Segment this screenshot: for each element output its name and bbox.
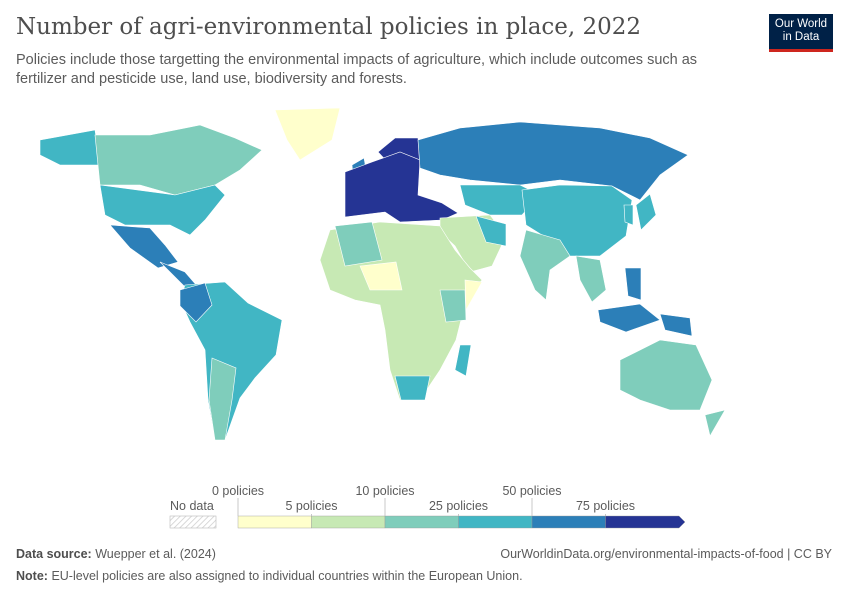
note: Note: EU-level policies are also assigne… (16, 569, 523, 583)
chart-subtitle: Policies include those targetting the en… (16, 52, 698, 87)
region-southern-cone[interactable] (208, 357, 237, 441)
region-se-asia[interactable] (575, 255, 607, 303)
region-central-asia[interactable] (459, 184, 541, 216)
legend-bin-0[interactable] (237, 515, 312, 529)
source-url[interactable]: OurWorldinData.org/environmental-impacts… (500, 547, 832, 561)
legend-threshold-label: 25 policies (429, 499, 488, 513)
legend-threshold-label: 5 policies (285, 499, 337, 513)
region-north-africa[interactable] (334, 221, 383, 267)
region-usa[interactable] (99, 184, 226, 236)
region-russia[interactable] (417, 121, 689, 201)
region-australia[interactable] (619, 339, 713, 411)
region-iran[interactable] (475, 215, 507, 247)
legend-no-data-label: No data (170, 499, 214, 513)
legend-bin-3[interactable] (458, 515, 533, 529)
region-south-africa[interactable] (394, 375, 431, 401)
region-madagascar[interactable] (454, 344, 472, 377)
region-south-america[interactable] (179, 281, 283, 441)
legend-threshold-label: 0 policies (212, 484, 264, 498)
region-new-zealand[interactable] (704, 409, 726, 437)
legend-threshold-label: 10 policies (355, 484, 414, 498)
note-label: Note: (16, 569, 48, 583)
region-central-america[interactable] (159, 261, 199, 289)
legend: No data 0 policies 5 policies 10 policies 2… (169, 484, 686, 529)
legend-bin-5[interactable] (605, 515, 686, 529)
note-text: EU-level policies are also assigned to i… (51, 569, 523, 583)
region-horn[interactable] (464, 279, 483, 312)
region-indonesia[interactable] (597, 303, 661, 333)
source-text[interactable]: Wuepper et al. (2024) (95, 547, 216, 561)
chart-title: Number of agri-environmental policies in… (16, 14, 642, 40)
legend-bin-2[interactable] (384, 515, 459, 529)
region-east-africa[interactable] (439, 289, 467, 323)
region-sahel[interactable] (359, 261, 403, 291)
data-source: Data source: Wuepper et al. (2024) (16, 547, 216, 561)
region-japan[interactable] (635, 193, 657, 231)
region-greenland[interactable] (274, 107, 341, 161)
legend-threshold-label: 50 policies (502, 484, 561, 498)
region-colombia-ecuador[interactable] (179, 282, 213, 323)
region-korea[interactable] (623, 204, 634, 226)
source-label: Data source: (16, 547, 92, 561)
legend-bin-4[interactable] (531, 515, 606, 529)
legend-threshold-label: 75 policies (576, 499, 635, 513)
region-india[interactable] (519, 229, 571, 301)
legend-no-data-swatch (169, 515, 217, 529)
region-papua[interactable] (659, 313, 693, 337)
region-philippines[interactable] (624, 267, 642, 301)
region-alaska[interactable] (39, 129, 101, 166)
legend-bin-1[interactable] (311, 515, 386, 529)
owid-logo[interactable]: Our World in Data (769, 14, 833, 52)
region-mexico[interactable] (109, 224, 179, 269)
region-europe[interactable] (344, 151, 459, 223)
map-regions (39, 107, 726, 441)
region-canada[interactable] (94, 124, 263, 196)
